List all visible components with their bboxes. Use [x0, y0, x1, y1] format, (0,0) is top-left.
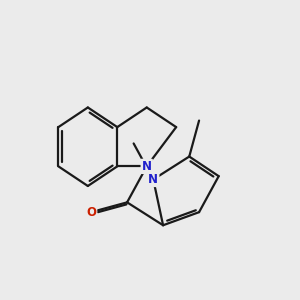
Text: N: N	[148, 173, 158, 186]
Text: N: N	[142, 160, 152, 173]
Text: O: O	[86, 206, 96, 219]
